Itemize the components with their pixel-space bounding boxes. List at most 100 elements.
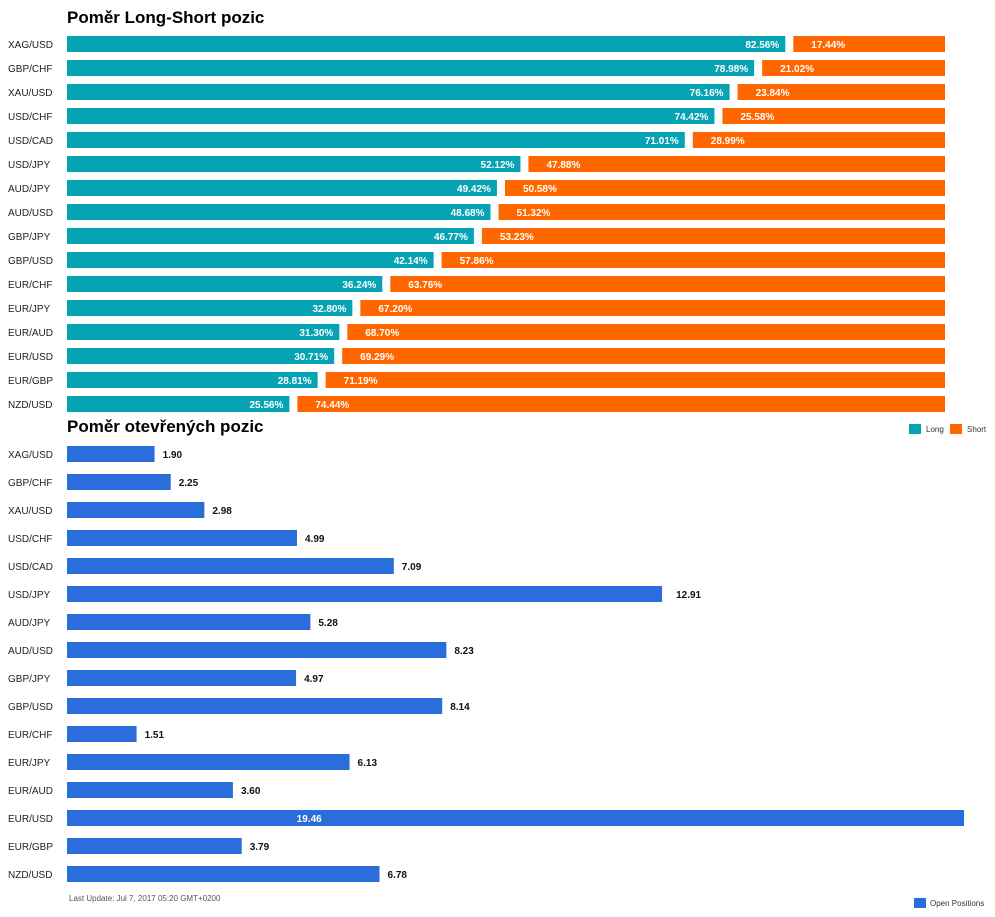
category-label-open-eur-jpy: EUR/JPY: [8, 758, 51, 769]
category-label-open-gbp-usd: GBP/USD: [8, 702, 53, 713]
category-label-open-usd-cad: USD/CAD: [8, 562, 53, 573]
bar-short-usd-jpy: [528, 156, 945, 172]
bar-long-usd-chf: [67, 108, 715, 124]
chart-title-long-short: Poměr Long-Short pozic: [67, 8, 265, 27]
data-label-open-eur-chf: 1.51: [145, 730, 165, 741]
data-label-open-eur-aud: 3.60: [241, 786, 261, 797]
category-label-gbp-chf: GBP/CHF: [8, 64, 52, 75]
bar-short-gbp-usd: [441, 252, 945, 268]
category-label-aud-usd: AUD/USD: [8, 208, 53, 219]
data-label-long-eur-chf: 36.24%: [342, 280, 376, 291]
data-label-long-gbp-usd: 42.14%: [394, 256, 428, 267]
category-label-nzd-usd: NZD/USD: [8, 400, 52, 411]
data-label-short-gbp-chf: 21.02%: [780, 64, 814, 75]
bar-short-nzd-usd: [297, 396, 945, 412]
category-label-xau-usd: XAU/USD: [8, 88, 52, 99]
bar-open-eur-usd: [67, 810, 964, 826]
last-update-text: Last Update: Jul 7, 2017 05:20 GMT+0200: [69, 894, 221, 903]
data-label-long-eur-jpy: 32.80%: [312, 304, 346, 315]
data-label-long-aud-jpy: 49.42%: [457, 184, 491, 195]
bar-long-eur-chf: [67, 276, 383, 292]
data-label-open-eur-usd: 19.46: [297, 814, 322, 825]
data-label-long-aud-usd: 48.68%: [451, 208, 485, 219]
legend-swatch-long: [909, 424, 921, 434]
bar-open-gbp-jpy: [67, 670, 297, 686]
data-label-short-xau-usd: 23.84%: [756, 88, 790, 99]
data-label-open-gbp-usd: 8.14: [450, 702, 470, 713]
bar-long-xag-usd: [67, 36, 786, 52]
bar-long-eur-jpy: [67, 300, 353, 316]
category-label-open-nzd-usd: NZD/USD: [8, 870, 52, 881]
data-label-long-eur-usd: 30.71%: [294, 352, 328, 363]
data-label-long-gbp-jpy: 46.77%: [434, 232, 468, 243]
bar-long-gbp-usd: [67, 252, 434, 268]
data-label-short-eur-chf: 63.76%: [408, 280, 442, 291]
bar-short-gbp-chf: [762, 60, 945, 76]
data-label-short-eur-usd: 69.29%: [360, 352, 394, 363]
bar-short-eur-chf: [390, 276, 946, 292]
category-label-open-gbp-chf: GBP/CHF: [8, 478, 52, 489]
data-label-short-eur-jpy: 67.20%: [378, 304, 412, 315]
bar-long-xau-usd: [67, 84, 730, 100]
bar-long-eur-aud: [67, 324, 340, 340]
bar-long-aud-usd: [67, 204, 491, 220]
category-label-open-eur-gbp: EUR/GBP: [8, 842, 53, 853]
bar-long-usd-cad: [67, 132, 685, 148]
data-label-open-gbp-chf: 2.25: [179, 478, 199, 489]
bar-short-eur-usd: [342, 348, 945, 364]
bar-long-nzd-usd: [67, 396, 290, 412]
bar-short-xag-usd: [793, 36, 945, 52]
category-label-usd-chf: USD/CHF: [8, 112, 52, 123]
bar-short-eur-jpy: [360, 300, 945, 316]
category-label-open-xag-usd: XAG/USD: [8, 450, 53, 461]
category-label-open-usd-chf: USD/CHF: [8, 534, 52, 545]
bar-open-xag-usd: [67, 446, 155, 462]
bar-short-usd-chf: [722, 108, 945, 124]
bar-short-usd-cad: [692, 132, 945, 148]
bar-open-usd-jpy: [67, 586, 663, 602]
category-label-xag-usd: XAG/USD: [8, 40, 53, 51]
data-label-open-aud-jpy: 5.28: [318, 618, 338, 629]
category-label-usd-jpy: USD/JPY: [8, 160, 51, 171]
data-label-short-usd-jpy: 47.88%: [546, 160, 580, 171]
data-label-short-usd-cad: 28.99%: [711, 136, 745, 147]
chart-title-open-positions: Poměr otevřených pozic: [67, 417, 264, 436]
bar-short-gbp-jpy: [481, 228, 945, 244]
bar-long-gbp-chf: [67, 60, 755, 76]
data-label-open-nzd-usd: 6.78: [388, 870, 408, 881]
legend-label-short: Short: [967, 425, 987, 434]
category-label-open-aud-jpy: AUD/JPY: [8, 618, 51, 629]
data-label-long-nzd-usd: 25.56%: [249, 400, 283, 411]
bar-open-gbp-chf: [67, 474, 171, 490]
bar-short-eur-aud: [347, 324, 945, 340]
category-label-eur-gbp: EUR/GBP: [8, 376, 53, 387]
data-label-short-nzd-usd: 74.44%: [315, 400, 349, 411]
category-label-open-eur-chf: EUR/CHF: [8, 730, 52, 741]
data-label-long-eur-aud: 31.30%: [299, 328, 333, 339]
category-label-open-gbp-jpy: GBP/JPY: [8, 674, 51, 685]
category-label-aud-jpy: AUD/JPY: [8, 184, 51, 195]
data-label-short-eur-gbp: 71.19%: [344, 376, 378, 387]
bar-open-eur-jpy: [67, 754, 350, 770]
bar-open-aud-jpy: [67, 614, 311, 630]
bar-long-eur-usd: [67, 348, 335, 364]
data-label-long-eur-gbp: 28.81%: [278, 376, 312, 387]
bar-open-eur-chf: [67, 726, 137, 742]
category-label-eur-usd: EUR/USD: [8, 352, 53, 363]
category-label-eur-chf: EUR/CHF: [8, 280, 52, 291]
legend-swatch-open-positions: [914, 898, 926, 908]
category-label-usd-cad: USD/CAD: [8, 136, 53, 147]
data-label-short-gbp-usd: 57.86%: [460, 256, 494, 267]
data-label-open-xau-usd: 2.98: [212, 506, 232, 517]
category-label-gbp-usd: GBP/USD: [8, 256, 53, 267]
bar-open-usd-cad: [67, 558, 394, 574]
data-label-long-usd-jpy: 52.12%: [481, 160, 515, 171]
legend-label-open-positions: Open Positions: [930, 899, 984, 908]
category-label-open-xau-usd: XAU/USD: [8, 506, 52, 517]
data-label-open-xag-usd: 1.90: [163, 450, 183, 461]
legend-label-long: Long: [926, 425, 944, 434]
bar-long-aud-jpy: [67, 180, 497, 196]
bar-open-eur-aud: [67, 782, 233, 798]
category-label-open-eur-aud: EUR/AUD: [8, 786, 53, 797]
